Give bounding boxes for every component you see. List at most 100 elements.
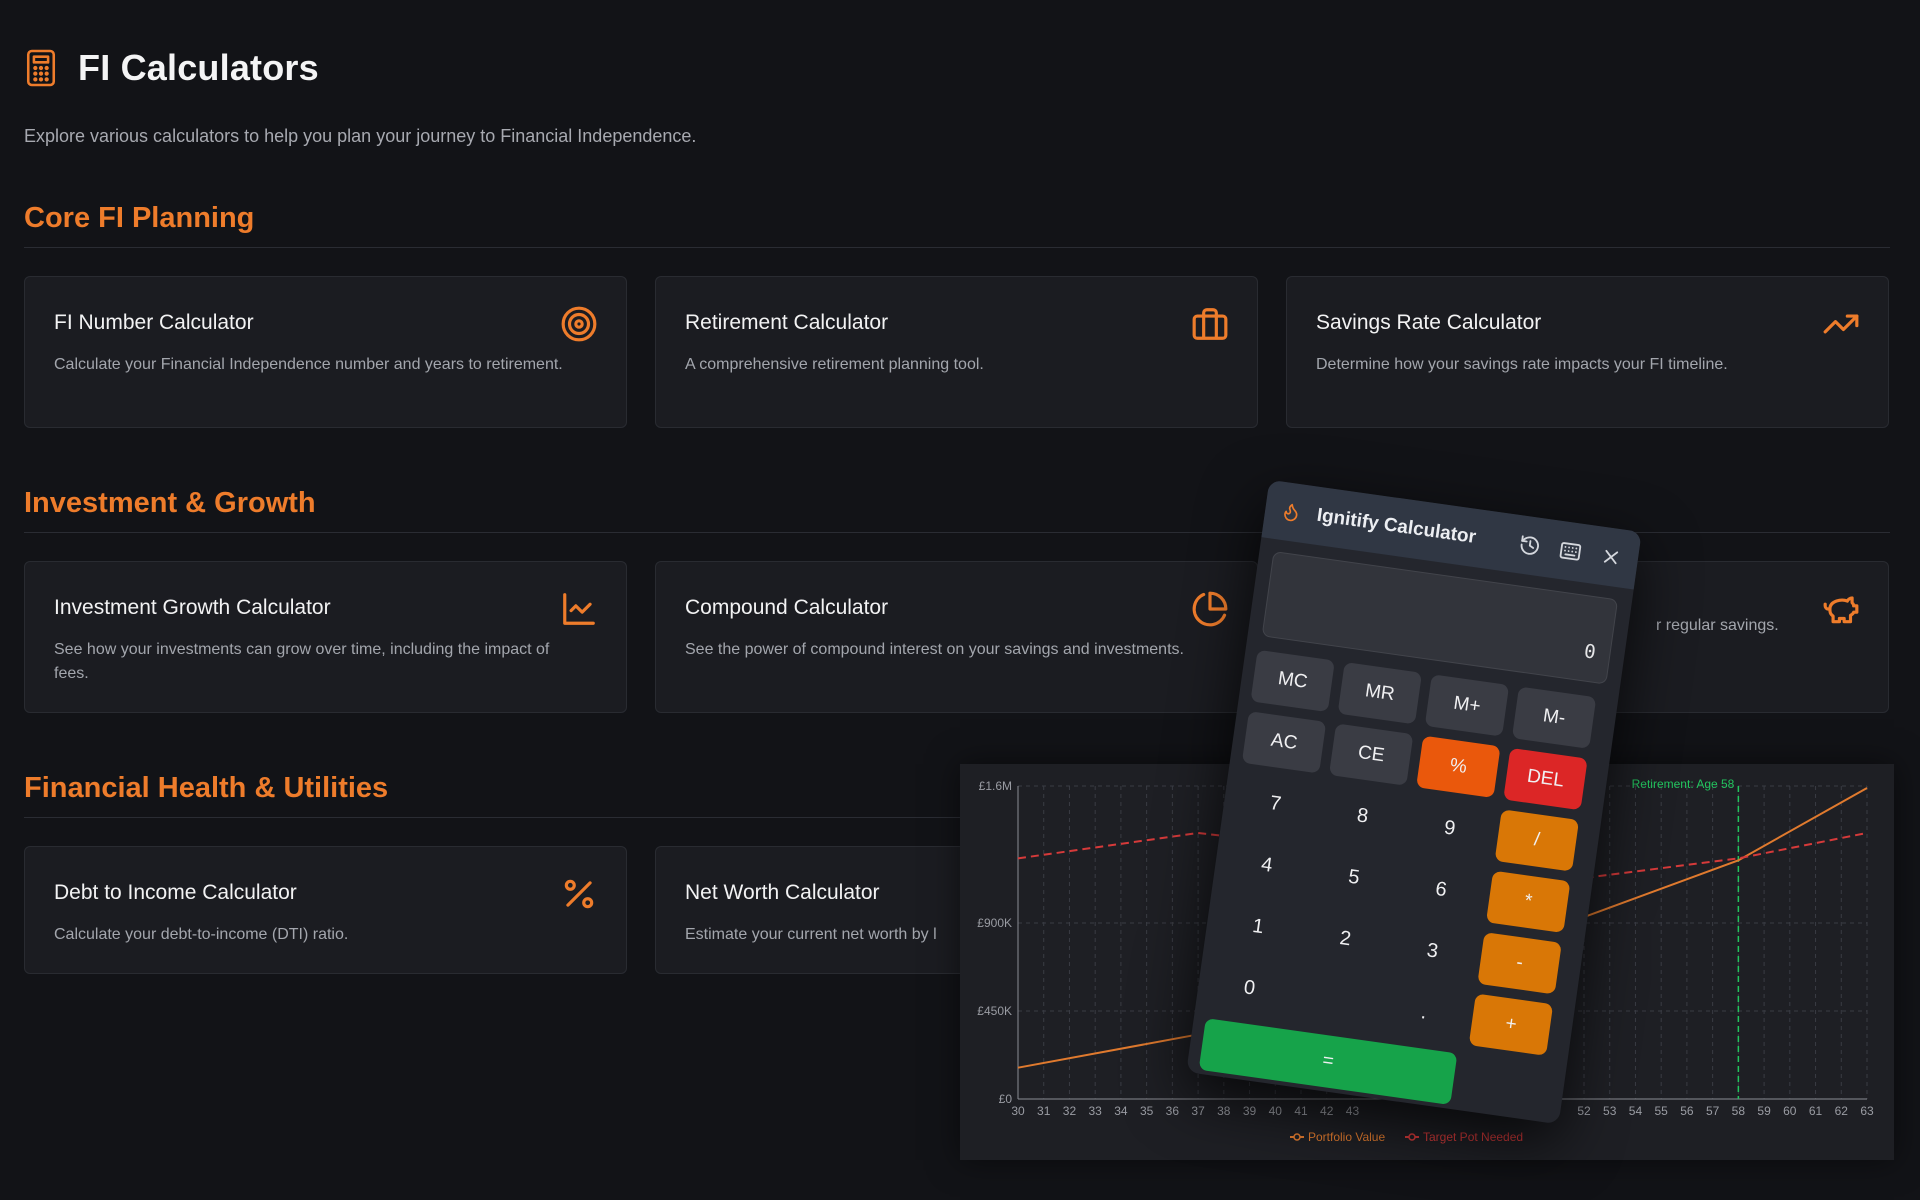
legend-marker bbox=[1293, 1133, 1301, 1141]
calculator-title: Ignitify Calculator bbox=[1315, 504, 1478, 548]
calculator-display-value: 0 bbox=[1582, 640, 1598, 664]
calculator-title-bar[interactable]: Ignitify Calculator bbox=[1261, 479, 1642, 590]
key-digit-3[interactable]: 3 bbox=[1425, 938, 1440, 963]
calculator-icon bbox=[24, 48, 58, 88]
key-m-minus[interactable]: M- bbox=[1511, 686, 1597, 749]
x-tick-label: 60 bbox=[1783, 1104, 1797, 1118]
legend-marker bbox=[1408, 1133, 1416, 1141]
x-tick-label: 54 bbox=[1629, 1104, 1643, 1118]
line-chart-icon bbox=[560, 590, 598, 628]
key-digit-2[interactable]: 2 bbox=[1338, 926, 1353, 950]
target-icon bbox=[560, 305, 598, 343]
x-tick-label: 63 bbox=[1860, 1104, 1874, 1118]
card-description: r regular savings. bbox=[1656, 617, 1779, 634]
key-add[interactable]: + bbox=[1468, 993, 1554, 1056]
key-digit-9[interactable]: 9 bbox=[1442, 816, 1457, 840]
x-tick-label: 40 bbox=[1269, 1104, 1283, 1118]
key-digit-4[interactable]: 4 bbox=[1259, 852, 1274, 877]
card-description: A comprehensive retirement planning tool… bbox=[685, 356, 984, 373]
card-fi-number-calculator[interactable]: FI Number Calculator Calculate your Fina… bbox=[24, 276, 627, 428]
legend-label: Portfolio Value bbox=[1308, 1130, 1385, 1144]
section-title: Investment & Growth bbox=[24, 487, 1890, 533]
x-tick-label: 30 bbox=[1011, 1104, 1025, 1118]
x-tick-label: 41 bbox=[1294, 1104, 1308, 1118]
page-subtitle: Explore various calculators to help you … bbox=[24, 126, 697, 146]
x-tick-label: 36 bbox=[1166, 1104, 1180, 1118]
page-title: FI Calculators bbox=[78, 47, 319, 88]
x-tick-label: 32 bbox=[1063, 1104, 1077, 1118]
x-tick-label: 62 bbox=[1835, 1104, 1849, 1118]
card-description: Calculate your Financial Independence nu… bbox=[54, 356, 563, 373]
x-tick-label: 58 bbox=[1732, 1104, 1746, 1118]
key-multiply[interactable]: * bbox=[1485, 870, 1571, 934]
x-tick-label: 31 bbox=[1037, 1104, 1051, 1118]
key-mr[interactable]: MR bbox=[1337, 662, 1423, 725]
y-tick-label: £0 bbox=[999, 1092, 1013, 1106]
piggy-bank-icon bbox=[1822, 590, 1860, 628]
key-blank bbox=[1294, 969, 1378, 1031]
card-investment-growth-calculator[interactable]: Investment Growth Calculator See how you… bbox=[24, 561, 627, 713]
card-title: Savings Rate Calculator bbox=[1316, 311, 1542, 334]
keyboard-icon[interactable] bbox=[1558, 539, 1583, 564]
card-title: Investment Growth Calculator bbox=[54, 596, 331, 619]
x-tick-label: 35 bbox=[1140, 1104, 1154, 1118]
close-icon[interactable] bbox=[1599, 545, 1624, 570]
card-description: See how your investments can grow over t… bbox=[54, 641, 550, 682]
card-title: Debt to Income Calculator bbox=[54, 881, 297, 904]
card-description: Calculate your debt-to-income (DTI) rati… bbox=[54, 926, 349, 943]
briefcase-icon bbox=[1191, 305, 1229, 343]
key-digit-7[interactable]: 7 bbox=[1268, 791, 1283, 815]
x-tick-label: 38 bbox=[1217, 1104, 1231, 1118]
section-title: Financial Health & Utilities bbox=[24, 772, 1890, 818]
key-digit-0[interactable]: 0 bbox=[1242, 975, 1257, 1000]
x-tick-label: 39 bbox=[1243, 1104, 1257, 1118]
x-tick-label: 53 bbox=[1603, 1104, 1617, 1118]
x-tick-label: 56 bbox=[1680, 1104, 1694, 1118]
key-decimal[interactable]: . bbox=[1419, 1000, 1429, 1024]
x-tick-label: 59 bbox=[1757, 1104, 1771, 1118]
history-icon[interactable] bbox=[1517, 533, 1542, 558]
card-title: FI Number Calculator bbox=[54, 311, 254, 334]
key-digit-8[interactable]: 8 bbox=[1355, 803, 1370, 828]
card-title: Compound Calculator bbox=[685, 596, 889, 619]
retirement-annotation: Retirement: Age 58 bbox=[1632, 777, 1735, 791]
card-debt-to-income-calculator[interactable]: Debt to Income Calculator Calculate your… bbox=[24, 846, 627, 974]
card-description: Estimate your current net worth by l bbox=[685, 926, 937, 943]
calculator-widget[interactable]: Ignitify Calculator 0 MC MR M+ M- AC CE% DEL 7 8… bbox=[1186, 479, 1642, 1125]
x-tick-label: 42 bbox=[1320, 1104, 1334, 1118]
y-tick-label: £1.6M bbox=[979, 779, 1012, 793]
card-description: Determine how your savings rate impacts … bbox=[1316, 356, 1728, 373]
key-digit-5[interactable]: 5 bbox=[1346, 865, 1362, 889]
key-mc[interactable]: MC bbox=[1250, 649, 1335, 713]
key-m-plus[interactable]: M+ bbox=[1424, 674, 1510, 737]
x-tick-label: 34 bbox=[1114, 1104, 1128, 1118]
key-digit-6[interactable]: 6 bbox=[1434, 877, 1449, 901]
calculator-keypad: MC MR M+ M- AC CE% DEL 7 8 9/4 5 6 * 1 2 3-0. + = bbox=[1198, 649, 1618, 1121]
key-delete[interactable]: DEL bbox=[1503, 747, 1588, 811]
card-savings-rate-calculator[interactable]: Savings Rate Calculator Determine how yo… bbox=[1286, 276, 1889, 428]
card-retirement-calculator[interactable]: Retirement Calculator A comprehensive re… bbox=[655, 276, 1258, 428]
pie-chart-icon bbox=[1191, 590, 1229, 628]
y-tick-label: £900K bbox=[977, 916, 1012, 930]
key-ce[interactable]: CE bbox=[1328, 723, 1414, 786]
x-tick-label: 52 bbox=[1577, 1104, 1591, 1118]
percent-icon bbox=[560, 875, 598, 913]
key-digit-1[interactable]: 1 bbox=[1251, 914, 1266, 938]
card-title: Net Worth Calculator bbox=[685, 881, 880, 904]
x-tick-label: 55 bbox=[1655, 1104, 1669, 1118]
section-title: Core FI Planning bbox=[24, 202, 1890, 248]
page-header: FI Calculators bbox=[24, 47, 1890, 88]
card-compound-calculator[interactable]: Compound Calculator See the power of com… bbox=[655, 561, 1258, 713]
key-divide[interactable]: / bbox=[1494, 809, 1580, 872]
x-tick-label: 37 bbox=[1191, 1104, 1205, 1118]
trending-up-icon bbox=[1822, 305, 1860, 343]
x-tick-label: 33 bbox=[1089, 1104, 1103, 1118]
x-tick-label: 61 bbox=[1809, 1104, 1823, 1118]
legend-label: Target Pot Needed bbox=[1423, 1130, 1523, 1144]
section-core-fi-planning: Core FI Planning FI Number Calculator Ca… bbox=[24, 202, 1890, 428]
key-percent[interactable]: % bbox=[1416, 735, 1501, 799]
flame-icon bbox=[1280, 500, 1303, 525]
key-subtract[interactable]: - bbox=[1477, 932, 1562, 995]
y-tick-label: £450K bbox=[977, 1004, 1012, 1018]
key-ac[interactable]: AC bbox=[1241, 711, 1327, 774]
